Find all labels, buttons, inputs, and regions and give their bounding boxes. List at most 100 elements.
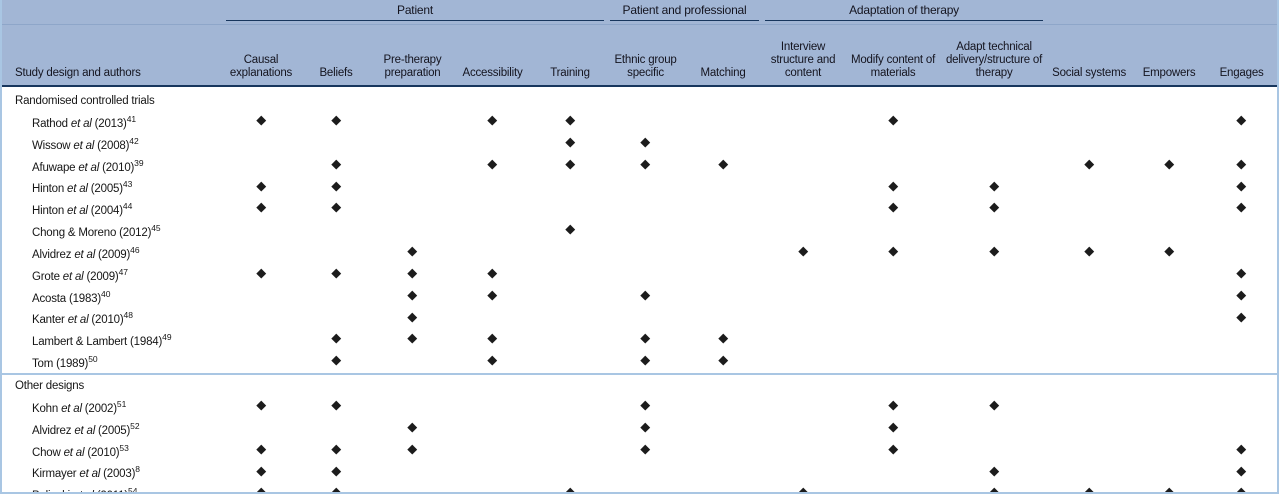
- reference-number: 39: [134, 157, 144, 168]
- mark-cell: [844, 329, 942, 351]
- mark-cell: [844, 198, 942, 220]
- diamond-marker: [989, 181, 999, 191]
- et-al-label: et al: [67, 183, 88, 196]
- mark-cell: [684, 220, 762, 242]
- diamond-marker: [487, 290, 498, 300]
- mark-cell: [844, 286, 942, 308]
- column-header: Pre-therapy preparation: [373, 24, 452, 87]
- mark-cell: [942, 133, 1046, 155]
- diamond-marker: [888, 444, 898, 454]
- diamond-marker: [407, 312, 418, 322]
- section-label: Other designs: [15, 379, 84, 392]
- mark-cell: [1206, 155, 1277, 177]
- mark-cell: [844, 155, 942, 177]
- study-author-cell: Alvidrez et al (2009)46: [2, 242, 223, 264]
- mark-cell: [844, 176, 942, 198]
- diamond-marker: [1164, 246, 1174, 256]
- author-name: Hinton: [32, 183, 65, 196]
- mark-cell: [299, 264, 373, 286]
- publication-year: (2009): [95, 248, 131, 261]
- mark-cell: [533, 264, 607, 286]
- mark-cell: [942, 461, 1046, 483]
- mark-cell: [607, 329, 684, 351]
- diamond-marker: [331, 355, 341, 366]
- mark-cell: [607, 440, 684, 462]
- diamond-marker: [256, 115, 266, 125]
- mark-cell: [223, 264, 299, 286]
- mark-cell: [762, 264, 844, 286]
- mark-cell: [1132, 307, 1206, 329]
- mark-cell: [1206, 264, 1277, 286]
- mark-cell: [533, 242, 607, 264]
- mark-cell: [533, 220, 607, 242]
- diamond-marker: [1084, 246, 1094, 256]
- et-al-label: et al: [73, 139, 95, 152]
- publication-year: (2002): [81, 402, 117, 415]
- table-header: Patient Patient and professional Adaptatio…: [2, 0, 1277, 87]
- mark-cell: [1132, 351, 1206, 374]
- mark-cell: [533, 286, 607, 308]
- publication-year: (2008): [94, 139, 130, 152]
- mark-cell: [299, 111, 373, 133]
- diamond-marker: [565, 159, 575, 169]
- column-header: Adapt technical delivery/structure of th…: [942, 24, 1047, 87]
- mark-cell: [607, 155, 684, 177]
- mark-cell: [223, 418, 299, 440]
- study-author-cell: Chong & Moreno (2012)45: [2, 220, 223, 242]
- mark-cell: [533, 176, 607, 198]
- mark-cell: [373, 396, 452, 418]
- diamond-marker: [331, 115, 341, 125]
- diamond-marker: [256, 400, 266, 410]
- mark-cell: [533, 111, 607, 133]
- diamond-marker: [407, 290, 418, 300]
- mark-cell: [223, 461, 299, 483]
- diamond-marker: [888, 422, 898, 432]
- mark-cell: [1206, 111, 1277, 133]
- study-author-cell: Hinton et al (2005)43: [2, 176, 223, 198]
- reference-number: 48: [123, 310, 133, 321]
- mark-cell: [452, 264, 533, 286]
- et-al-label: et al: [63, 446, 85, 459]
- study-row: Afuwape et al (2010)39: [2, 155, 1277, 177]
- et-al-label: et al: [74, 248, 96, 261]
- mark-cell: [1046, 198, 1132, 220]
- publication-year: (2012): [116, 226, 152, 239]
- et-al-label: et al: [62, 270, 84, 283]
- author-name: Palinski: [32, 490, 70, 492]
- reference-number: 42: [129, 135, 139, 146]
- diamond-marker: [640, 290, 651, 300]
- column-header: Causal explanations: [223, 24, 299, 87]
- diamond-marker: [640, 159, 651, 169]
- mark-cell: [1046, 242, 1132, 264]
- mark-cell: [684, 176, 762, 198]
- mark-cell: [1206, 440, 1277, 462]
- mark-cell: [762, 286, 844, 308]
- diamond-marker: [989, 246, 999, 256]
- mark-cell: [223, 220, 299, 242]
- diamond-marker: [888, 203, 898, 213]
- mark-cell: [1206, 351, 1277, 374]
- mark-cell: [762, 307, 844, 329]
- reference-number: 54: [127, 486, 138, 494]
- publication-year: (2013): [91, 117, 127, 130]
- column-group-label: [1049, 0, 1274, 7]
- publication-year: (2010): [99, 161, 135, 174]
- diamond-marker: [1236, 488, 1247, 492]
- mark-cell: [373, 111, 452, 133]
- mark-cell: [299, 198, 373, 220]
- mark-cell: [607, 307, 684, 329]
- mark-cell: [607, 396, 684, 418]
- author-name: Rathod: [32, 117, 68, 130]
- mark-cell: [452, 396, 533, 418]
- study-author-cell: Palinski et al (2011)54: [2, 483, 223, 494]
- mark-cell: [452, 176, 533, 198]
- diamond-marker: [1164, 159, 1174, 169]
- mark-cell: [684, 133, 762, 155]
- mark-cell: [1046, 111, 1132, 133]
- mark-cell: [684, 329, 762, 351]
- study-row: Palinski et al (2011)54: [2, 483, 1277, 494]
- reference-number: 45: [151, 223, 161, 234]
- mark-cell: [942, 440, 1046, 462]
- author-name: Chong & Moreno: [32, 226, 117, 239]
- diamond-marker: [989, 203, 999, 213]
